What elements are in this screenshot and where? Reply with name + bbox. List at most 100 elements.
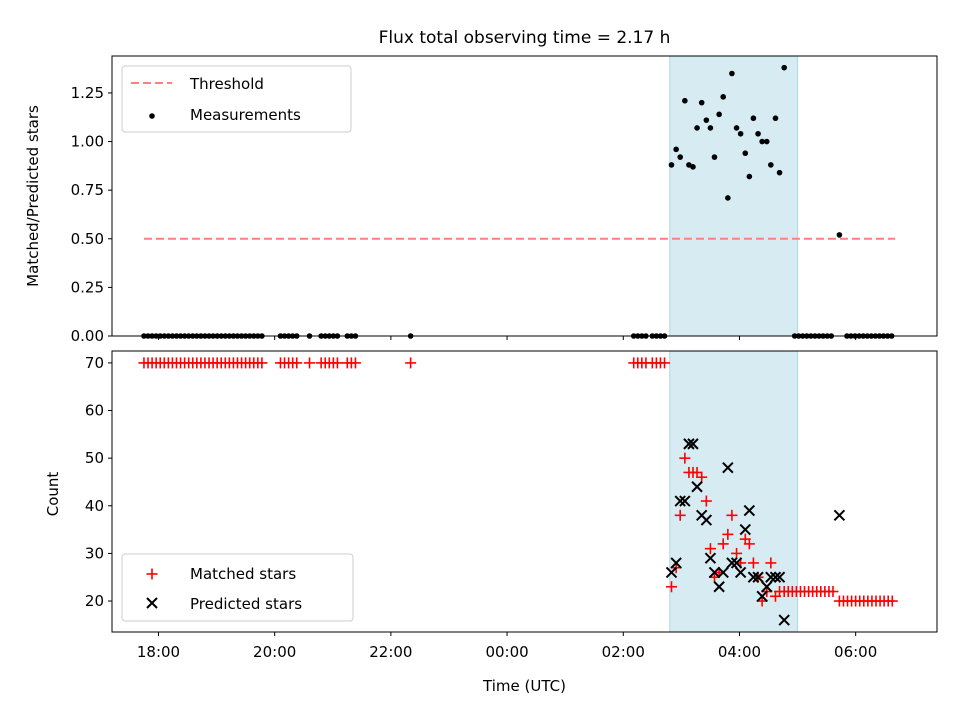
predicted-star-marker <box>717 566 729 579</box>
predicted-star-marker <box>708 566 721 579</box>
bottom-y-tick-label: 30 <box>85 544 104 562</box>
predicted-star-marker <box>752 571 764 583</box>
measurement-point <box>690 164 696 170</box>
bottom-y-tick-label: 40 <box>85 497 104 515</box>
predicted-star-marker <box>730 557 743 569</box>
matched-star-marker <box>700 495 712 507</box>
bottom-axes-frame <box>111 350 938 633</box>
measurement-point <box>725 195 731 201</box>
matched-star-marker <box>665 581 677 593</box>
top-y-tick-label: 1.25 <box>71 84 104 102</box>
matched-star-marker <box>827 586 839 598</box>
predicted-star-marker <box>691 481 703 493</box>
measurement-point <box>694 125 700 131</box>
matched-star-marker <box>291 357 303 369</box>
bottom-x-axis-ticks: 18:00 20:00 22:00 00:00 02:00 04:00 06:00 <box>137 632 877 661</box>
predicted-star-marker <box>704 552 717 564</box>
matched-star-marker <box>679 452 691 464</box>
top-y-axis-ticks: 0.00 0.25 0.50 0.75 1.00 1.25 <box>71 84 112 345</box>
legend-measurements-label: Measurements <box>190 106 301 124</box>
predicted-star-marker <box>747 571 760 583</box>
measurement-point <box>755 130 761 137</box>
matched-star-marker <box>405 357 417 369</box>
predicted-star-marker <box>756 590 768 602</box>
measurement-point <box>836 232 843 238</box>
measurement-point <box>772 115 779 122</box>
measurement-point <box>707 125 714 131</box>
matched-star-marker <box>765 557 777 569</box>
measurement-point <box>750 115 757 122</box>
predicted-star-marker <box>722 461 734 474</box>
predicted-star-marker <box>670 557 682 569</box>
top-y-tick-label: 0.00 <box>71 327 104 345</box>
bottom-y-axis-ticks: 20 30 40 50 60 70 <box>85 354 112 610</box>
top-y-tick-label: 0.25 <box>71 278 104 296</box>
x-tick-label: 20:00 <box>253 643 296 661</box>
bottom-y-tick-label: 50 <box>85 449 104 467</box>
x-axis-label: Time (UTC) <box>482 677 566 695</box>
matched-star-marker <box>659 357 671 369</box>
measurement-point <box>781 64 788 71</box>
predicted-star-marker <box>687 438 699 450</box>
bottom-y-tick-label: 70 <box>85 354 104 372</box>
matched-star-marker <box>331 357 343 369</box>
measurement-point <box>720 94 726 100</box>
measurement-point <box>759 138 765 145</box>
measurement-point <box>698 99 705 106</box>
predicted-star-marker <box>739 523 751 536</box>
legend-predicted-label: Predicted stars <box>190 595 302 613</box>
measurement-point <box>733 125 740 131</box>
predicted-star-marker <box>734 566 747 579</box>
predicted-star-marker <box>769 571 782 583</box>
measurement-point <box>746 173 753 180</box>
matched-star-marker <box>696 471 708 483</box>
predicted-star-marker <box>778 614 790 626</box>
bottom-legend-box <box>121 553 354 622</box>
measurement-point <box>668 162 675 168</box>
bottom-y-axis-label: Count <box>44 472 62 517</box>
legend-measurements-swatch <box>149 113 155 119</box>
predicted-star-marker <box>726 557 738 569</box>
measurement-point <box>768 162 774 168</box>
legend-threshold-label: Threshold <box>189 75 264 93</box>
bottom-y-tick-label: 60 <box>85 402 104 420</box>
predicted-star-marker <box>700 514 713 526</box>
measurement-point <box>763 138 770 145</box>
matched-star-marker <box>722 528 734 540</box>
bottom-legend: Matched stars Predicted stars <box>121 553 354 622</box>
matched-star-marker <box>349 357 361 369</box>
chart-title: Flux total observing time = 2.17 h <box>379 28 671 48</box>
x-tick-label: 06:00 <box>834 643 877 661</box>
matched-star-marker <box>731 547 743 559</box>
x-tick-label: 04:00 <box>718 643 761 661</box>
predicted-star-marker <box>683 438 695 450</box>
predicted-star-marker <box>773 571 786 583</box>
top-axes-frame <box>111 55 938 337</box>
matched-star-marker <box>717 538 729 550</box>
top-legend-box <box>121 65 352 133</box>
measurement-point <box>729 70 735 77</box>
predicted-star-marker <box>743 504 756 517</box>
legend-matched-label: Matched stars <box>190 565 296 583</box>
matched-star-marker <box>256 357 268 369</box>
x-tick-label: 18:00 <box>137 643 180 661</box>
predicted-star-marker <box>761 581 773 593</box>
top-y-tick-label: 1.00 <box>71 133 104 151</box>
measurement-point <box>682 97 688 104</box>
matched-star-marker <box>674 509 686 521</box>
top-y-tick-label: 0.75 <box>71 181 104 199</box>
matched-star-markers <box>138 357 898 607</box>
matched-star-marker <box>743 538 755 550</box>
matched-star-marker <box>747 557 759 569</box>
bottom-y-tick-label: 20 <box>85 592 104 610</box>
predicted-star-marker <box>833 509 846 522</box>
top-legend: Threshold Measurements <box>121 65 352 133</box>
predicted-star-markers <box>665 438 846 626</box>
predicted-star-marker <box>679 495 691 507</box>
top-y-axis-label: Matched/Predicted stars <box>24 105 42 287</box>
matched-star-marker <box>704 543 716 555</box>
matched-star-marker <box>691 466 703 478</box>
top-panel: 0.00 0.25 0.50 0.75 1.00 1.25 Matched/Predict… <box>24 55 938 345</box>
predicted-star-marker <box>665 566 678 579</box>
